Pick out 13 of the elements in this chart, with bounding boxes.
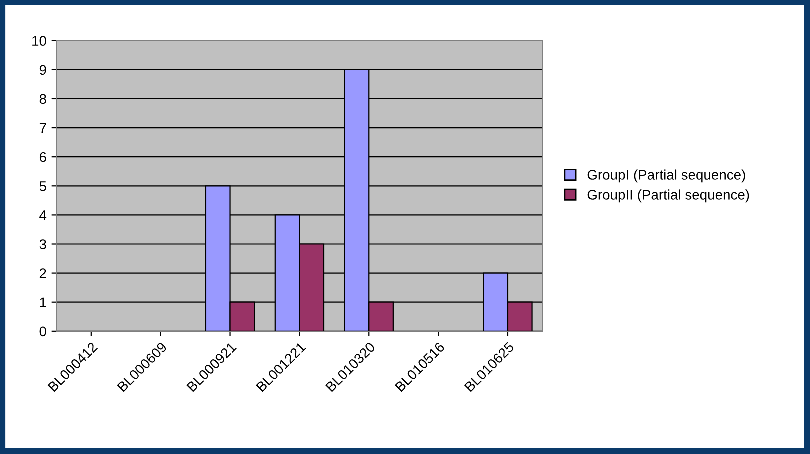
y-tick-label: 3 xyxy=(40,240,46,250)
y-tick-label: 1 xyxy=(40,298,46,308)
y-tick-label: 7 xyxy=(40,124,46,134)
y-tick-label: 0 xyxy=(40,326,46,337)
legend-label: GroupI (Partial sequence) xyxy=(588,170,746,183)
y-tick-label: 9 xyxy=(40,65,46,76)
legend-label: GroupII (Partial sequence) xyxy=(588,190,750,203)
y-tick-label: 6 xyxy=(40,152,46,162)
y-tick-label: 2 xyxy=(40,268,46,278)
y-tick-label: 4 xyxy=(40,210,47,220)
y-tick-label: 8 xyxy=(40,94,46,104)
y-tick-label: 10 xyxy=(32,36,46,46)
y-tick-label: 5 xyxy=(40,182,46,192)
